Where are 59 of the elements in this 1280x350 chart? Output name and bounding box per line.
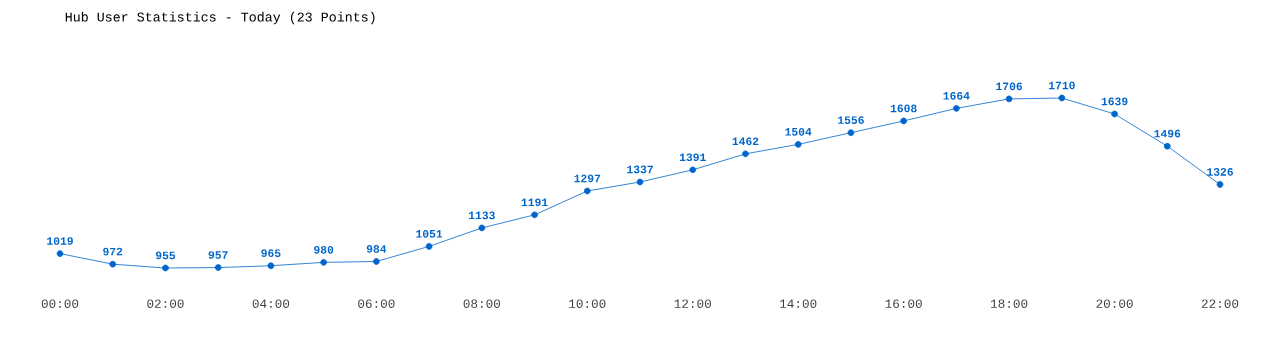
point xyxy=(373,258,380,265)
data-label: 1710 xyxy=(1049,81,1075,90)
x-tick-label: 10:00 xyxy=(569,299,606,308)
x-tick-label: 20:00 xyxy=(1096,299,1133,308)
x-tick-label: 02:00 xyxy=(147,299,184,308)
point xyxy=(847,129,855,137)
data-label: 1019 xyxy=(47,237,73,245)
point xyxy=(953,105,960,112)
data-label: 1608 xyxy=(890,104,917,113)
data-label: 972 xyxy=(103,247,123,256)
x-tick-label: 12:00 xyxy=(674,299,711,308)
data-label: 1556 xyxy=(838,116,864,124)
data-label: 1297 xyxy=(574,174,601,183)
data-label: 1496 xyxy=(1154,129,1181,138)
point xyxy=(109,260,117,268)
data-label: 1462 xyxy=(732,137,759,146)
data-label: 1706 xyxy=(996,82,1023,91)
point xyxy=(267,262,275,270)
point xyxy=(214,264,222,271)
point xyxy=(742,150,749,158)
point xyxy=(56,250,64,257)
x-tick-label: 00:00 xyxy=(41,299,79,308)
point xyxy=(1111,110,1118,118)
data-label: 955 xyxy=(155,251,176,260)
data-label: 1051 xyxy=(416,229,443,238)
x-tick-label: 04:00 xyxy=(252,299,290,308)
point xyxy=(320,259,327,266)
x-tick-label: 22:00 xyxy=(1201,299,1239,308)
x-tick-label: 18:00 xyxy=(991,299,1028,308)
point xyxy=(1058,94,1066,102)
x-tick-label: 16:00 xyxy=(885,299,922,308)
data-label: 984 xyxy=(366,245,387,253)
x-tick-label: 14:00 xyxy=(780,299,817,308)
data-label: 1391 xyxy=(679,153,706,162)
data-label: 1504 xyxy=(785,127,812,136)
point xyxy=(1163,142,1171,150)
chart-title: Hub User Statistics - Today (23 Points) xyxy=(65,11,375,25)
x-tick-label: 08:00 xyxy=(463,299,501,308)
data-label: 1664 xyxy=(943,91,970,100)
point xyxy=(794,141,802,148)
point xyxy=(583,187,591,195)
data-label: 1191 xyxy=(521,198,548,207)
point xyxy=(478,224,486,232)
data-label: 1133 xyxy=(469,211,495,220)
point xyxy=(162,264,169,272)
point xyxy=(900,117,907,125)
point xyxy=(689,166,697,174)
point xyxy=(1005,95,1013,103)
data-label: 1639 xyxy=(1101,97,1128,106)
data-label: 1337 xyxy=(627,165,653,174)
data-label: 1326 xyxy=(1207,168,1233,176)
x-tick-label: 06:00 xyxy=(358,299,395,308)
point xyxy=(1216,181,1224,188)
point xyxy=(425,243,433,250)
data-label: 965 xyxy=(261,249,281,258)
data-label: 980 xyxy=(314,245,334,254)
point xyxy=(531,211,538,219)
point xyxy=(636,178,644,186)
data-label: 957 xyxy=(208,251,228,259)
